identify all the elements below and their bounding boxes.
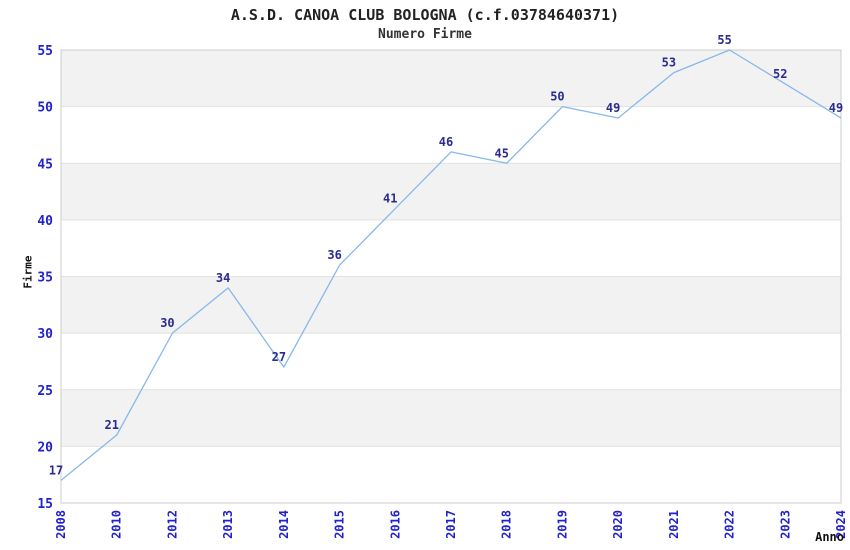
data-point-label: 27 bbox=[272, 350, 286, 364]
x-tick-label: 2018 bbox=[500, 510, 514, 539]
data-point-label: 55 bbox=[717, 33, 731, 47]
data-point-label: 52 bbox=[773, 67, 787, 81]
x-tick-label: 2012 bbox=[165, 510, 179, 539]
x-axis-label: Anno bbox=[815, 530, 844, 544]
y-tick-label: 30 bbox=[37, 327, 53, 342]
data-point-label: 50 bbox=[550, 90, 564, 104]
x-tick-label: 2023 bbox=[778, 510, 792, 539]
x-tick-label: 2024 bbox=[834, 510, 848, 539]
y-tick-label: 40 bbox=[37, 214, 53, 229]
data-point-label: 17 bbox=[49, 463, 63, 477]
line-series bbox=[60, 49, 842, 481]
y-tick-label: 35 bbox=[37, 271, 53, 286]
x-tick-label: 2013 bbox=[221, 510, 235, 539]
data-point-label: 49 bbox=[606, 101, 620, 115]
x-tick-label: 2021 bbox=[667, 510, 681, 539]
x-tick-label: 2010 bbox=[110, 510, 124, 539]
data-point-label: 41 bbox=[383, 192, 397, 206]
chart-title: A.S.D. CANOA CLUB BOLOGNA (c.f.037846403… bbox=[230, 6, 620, 24]
x-tick-label: 2017 bbox=[444, 510, 458, 539]
x-tick-label: 2020 bbox=[611, 510, 625, 539]
y-tick-label: 55 bbox=[37, 44, 53, 59]
plot-border bbox=[60, 49, 842, 504]
x-tick-label: 2008 bbox=[54, 510, 68, 539]
chart-subtitle: Numero Firme bbox=[378, 27, 472, 42]
y-tick-label: 25 bbox=[37, 384, 53, 399]
y-tick-label: 15 bbox=[37, 497, 53, 512]
x-tick-label: 2019 bbox=[555, 510, 569, 539]
data-point-label: 53 bbox=[662, 56, 676, 70]
data-point-label: 46 bbox=[439, 135, 453, 149]
x-tick-label: 2015 bbox=[333, 510, 347, 539]
data-point-label: 45 bbox=[494, 146, 508, 160]
y-tick-label: 45 bbox=[37, 157, 53, 172]
y-tick-label: 50 bbox=[37, 101, 53, 116]
plot-band bbox=[61, 276, 841, 334]
plot-band bbox=[61, 163, 841, 220]
data-point-label: 34 bbox=[216, 271, 230, 285]
y-tick-label: 20 bbox=[37, 440, 53, 455]
data-point-label: 30 bbox=[160, 316, 174, 330]
data-point-label: 36 bbox=[327, 248, 341, 262]
plot-band bbox=[61, 50, 841, 107]
data-point-label: 21 bbox=[104, 418, 118, 432]
data-point-label: 49 bbox=[829, 101, 843, 115]
x-tick-label: 2016 bbox=[388, 510, 402, 539]
x-tick-label: 2014 bbox=[277, 510, 291, 539]
x-tick-label: 2022 bbox=[723, 510, 737, 539]
plot-band bbox=[61, 389, 841, 447]
